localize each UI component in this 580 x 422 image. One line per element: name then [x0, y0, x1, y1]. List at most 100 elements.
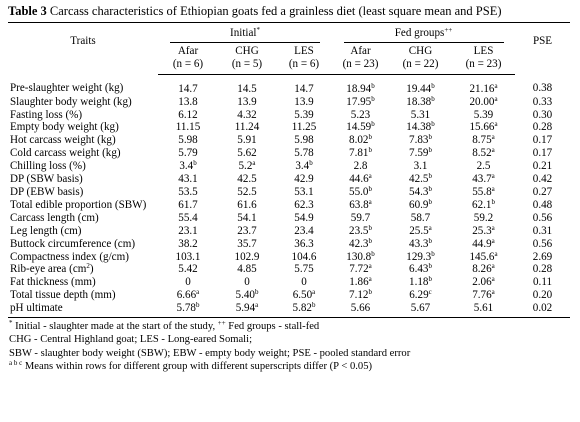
value-cell: 5.98 — [178, 134, 198, 147]
table-row: DP (SBW basis) 43.1 42.5 42.9 44.6a 42.5b 43.7… — [8, 173, 570, 186]
table-notes: * Initial - slaughter made at the start … — [8, 320, 576, 374]
column-sample-size: (n = 5) — [218, 57, 276, 75]
value-cell: 5.67 — [389, 302, 452, 319]
trait-label: Pre-slaughter weight (kg) — [10, 82, 124, 95]
value-cell: 5.66 — [332, 302, 389, 319]
value-cell: 7.59b — [409, 146, 432, 160]
value-cell: 11.15 — [175, 121, 201, 134]
value-cell: 7.81b — [349, 146, 372, 160]
value-cell: 0 — [244, 276, 250, 289]
value-cell: 7.72a — [349, 262, 372, 276]
pse-cell: 0.17 — [532, 147, 553, 160]
value-cell: 4.32 — [237, 108, 257, 121]
value-cell: 0 — [301, 276, 307, 289]
value-cell: 7.12b — [349, 288, 372, 302]
pse-cell: 2.69 — [532, 250, 553, 263]
trait-label: Leg length (cm) — [10, 224, 82, 237]
value-cell: 42.5 — [237, 173, 257, 186]
pse-cell: 0.30 — [532, 108, 553, 121]
value-cell: 15.66a — [469, 120, 498, 134]
value-cell: 23.5b — [349, 223, 372, 237]
value-cell: 5.2a — [238, 159, 256, 173]
pse-header: PSE — [515, 22, 571, 75]
value-cell: 25.3a — [472, 223, 495, 237]
value-cell: 7.76a — [472, 288, 495, 302]
table-row: Compactness index (g/cm) 103.1 102.9 104.6 1… — [8, 249, 570, 264]
trait-label: Compactness index (g/cm) — [10, 250, 129, 263]
table-row: Pre-slaughter weight (kg) 14.7 14.5 14.7 18.… — [8, 74, 570, 95]
value-cell: 8.02b — [349, 133, 372, 147]
column-sample-size: (n = 22) — [389, 57, 452, 75]
value-cell: 5.78 — [294, 147, 314, 160]
column-sample-size: (n = 23) — [452, 57, 516, 75]
value-cell: 1.18b — [409, 275, 432, 289]
table-row: Fat thickness (mm) 0 0 0 1.86a 1.18b 2.06a 0.11 — [8, 276, 570, 289]
value-cell: 5.98 — [294, 134, 314, 147]
note-abbreviations: SBW - slaughter body weight (SBW); EBW -… — [9, 347, 411, 359]
table-row: Slaughter body weight (kg) 13.8 13.9 13.9 17… — [8, 95, 570, 109]
value-cell: 5.94a — [218, 302, 276, 319]
value-cell: 104.6 — [291, 250, 317, 263]
trait-label: Cold carcass weight (kg) — [10, 147, 121, 160]
value-cell: 55.4 — [178, 211, 198, 224]
trait-label: pH ultimate — [8, 302, 158, 319]
value-cell: 35.7 — [237, 237, 257, 250]
value-cell: 5.40b — [235, 288, 259, 302]
value-cell: 53.1 — [294, 185, 314, 198]
note-superscripts: a b c Means within rows for different gr… — [9, 359, 373, 373]
table-row: DP (EBW basis) 53.5 52.5 53.1 55.0b 54.3b 55.8… — [8, 185, 570, 199]
value-cell: 42.9 — [294, 173, 314, 186]
value-cell: 44.9a — [472, 236, 495, 250]
value-cell: 3.4b — [295, 159, 313, 173]
value-cell: 2.06a — [472, 275, 495, 289]
pse-cell: 0.28 — [532, 121, 553, 134]
value-cell: 5.79 — [178, 147, 198, 160]
table-row: Cold carcass weight (kg) 5.79 5.62 5.78 7.81… — [8, 147, 570, 160]
table-row: pH ultimate 5.78b 5.94a 5.82b 5.66 5.67 5.61 0.… — [8, 302, 571, 319]
value-cell: 5.61 — [452, 302, 516, 319]
value-cell: 14.7 — [178, 82, 198, 95]
table-row: Chilling loss (%) 3.4b 5.2a 3.4b 2.8 3.1 2.5 0.… — [8, 160, 570, 173]
value-cell: 102.9 — [234, 250, 260, 263]
value-cell: 145.6a — [469, 249, 498, 263]
column-sample-size: (n = 23) — [332, 57, 389, 75]
fed-group-header: Fed groups++ — [332, 21, 516, 43]
trait-label: DP (EBW basis) — [10, 185, 84, 198]
value-cell: 44.6a — [349, 172, 372, 186]
value-cell: 6.29c — [409, 288, 432, 302]
value-cell: 3.1 — [413, 160, 428, 173]
value-cell: 18.94b — [346, 81, 375, 95]
value-cell: 23.1 — [178, 224, 198, 237]
pse-cell: 0.48 — [532, 198, 553, 211]
value-cell: 43.3b — [409, 236, 432, 250]
note-breeds: CHG - Central Highland goat; LES - Long-… — [9, 334, 253, 346]
pse-cell: 0.21 — [532, 160, 553, 173]
value-cell: 52.5 — [237, 185, 257, 198]
value-cell: 25.5a — [409, 223, 432, 237]
column-header: Afar — [177, 44, 199, 57]
value-cell: 129.3b — [406, 249, 435, 263]
value-cell: 8.52a — [472, 146, 495, 160]
trait-label: Total tissue depth (mm) — [10, 289, 116, 302]
value-cell: 58.7 — [410, 211, 431, 224]
trait-label: Fat thickness (mm) — [10, 276, 96, 289]
pse-cell: 0.33 — [532, 95, 553, 108]
value-cell: 62.1b — [472, 197, 495, 211]
value-cell: 54.9 — [294, 211, 314, 224]
value-cell: 5.75 — [294, 263, 314, 276]
value-cell: 38.2 — [178, 237, 198, 250]
value-cell: 5.23 — [350, 108, 371, 121]
trait-label: Rib-eye area (cm2) — [10, 262, 94, 276]
trait-label: Empty body weight (kg) — [10, 121, 119, 134]
value-cell: 7.83b — [409, 133, 432, 147]
table-title: Carcass characteristics of Ethiopian goa… — [49, 4, 502, 18]
trait-label: Carcass length (cm) — [10, 211, 99, 224]
column-header: LES — [473, 44, 494, 57]
carcass-table: Traits Initial* Fed groups++ PSE Afar CHG… — [8, 21, 571, 319]
trait-label: DP (SBW basis) — [10, 173, 83, 186]
value-cell: 5.62 — [237, 147, 257, 160]
value-cell: 59.2 — [473, 211, 494, 224]
value-cell: 60.9b — [409, 197, 432, 211]
note-initial-fed: * Initial - slaughter made at the start … — [9, 319, 320, 333]
value-cell: 42.5b — [409, 172, 432, 186]
